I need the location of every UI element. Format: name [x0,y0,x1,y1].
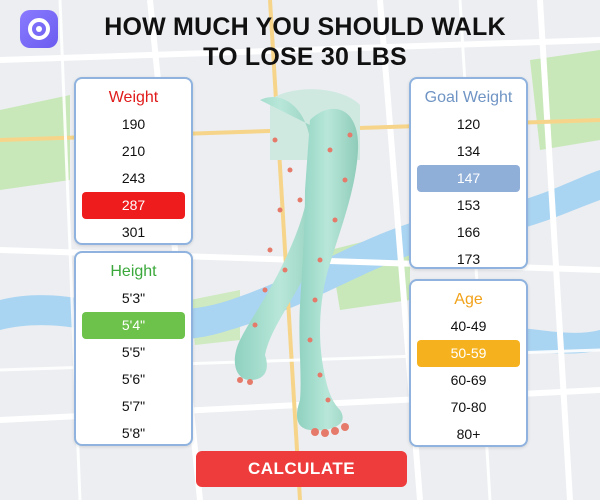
goal-weight-option[interactable]: 153 [456,197,481,213]
goal-weight-option[interactable]: 147 [417,165,520,192]
weight-option[interactable]: 190 [121,116,146,132]
goal-weight-option[interactable]: 134 [456,143,481,159]
weight-panel: Weight 190 210 243 287 301 [74,77,193,245]
age-title: Age [454,291,483,308]
goal-weight-panel: Goal Weight 120 134 147 153 166 173 [409,77,528,269]
age-panel: Age 40-49 50-59 60-69 70-80 80+ [409,279,528,447]
weight-options: 190 210 243 287 301 [76,111,191,246]
calculate-button[interactable]: CALCULATE [196,451,407,487]
height-panel: Height 5'3" 5'4" 5'5" 5'6" 5'7" 5'8" [74,251,193,446]
height-option[interactable]: 5'5" [121,344,146,360]
title-line-1: HOW MUCH YOU SHOULD WALK [104,13,506,41]
age-option[interactable]: 40-49 [450,318,487,334]
height-option[interactable]: 5'3" [121,290,146,306]
title-line-2: TO LOSE 30 LBS [203,43,407,71]
goal-weight-options: 120 134 147 153 166 173 [411,111,526,273]
age-option[interactable]: 70-80 [450,399,487,415]
height-option[interactable]: 5'6" [121,371,146,387]
weight-option[interactable]: 243 [121,170,146,186]
weight-title: Weight [108,89,159,106]
goal-weight-title: Goal Weight [424,89,513,106]
page-title: HOW MUCH YOU SHOULD WALK TO LOSE 30 LBS [70,12,540,72]
app-logo-icon [20,10,58,48]
age-option[interactable]: 50-59 [417,340,520,367]
height-option[interactable]: 5'4" [82,312,185,339]
goal-weight-option[interactable]: 120 [456,116,481,132]
weight-option[interactable]: 301 [121,224,146,240]
age-options: 40-49 50-59 60-69 70-80 80+ [411,313,526,448]
height-option[interactable]: 5'7" [121,398,146,414]
age-option[interactable]: 60-69 [450,372,487,388]
age-option[interactable]: 80+ [456,426,481,442]
weight-option[interactable]: 210 [121,143,146,159]
height-title: Height [110,263,157,280]
height-options: 5'3" 5'4" 5'5" 5'6" 5'7" 5'8" [76,285,191,447]
height-option[interactable]: 5'8" [121,425,146,441]
goal-weight-option[interactable]: 166 [456,224,481,240]
goal-weight-option[interactable]: 173 [456,251,481,267]
weight-option[interactable]: 287 [82,192,185,219]
furry-legs-illustration [234,89,360,437]
